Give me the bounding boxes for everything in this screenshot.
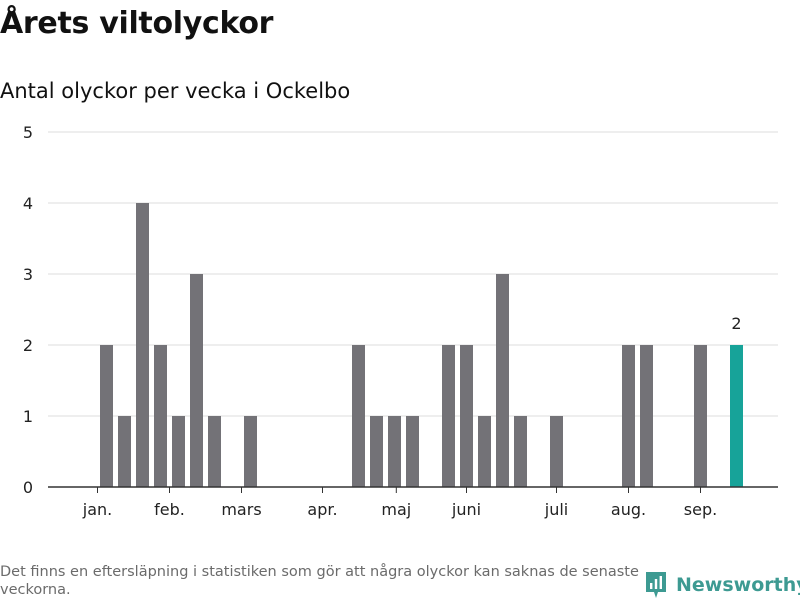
bar: [622, 345, 635, 487]
bar: [514, 416, 527, 487]
bar: [244, 416, 257, 487]
bar: [154, 345, 167, 487]
bar: [496, 274, 509, 487]
x-tick-label: feb.: [154, 500, 185, 519]
bar: [460, 345, 473, 487]
y-tick-label: 5: [23, 123, 33, 142]
bar: [190, 274, 203, 487]
y-tick-label: 4: [23, 194, 33, 213]
bar: [136, 203, 149, 487]
chart-title: Årets viltolyckor: [0, 6, 274, 41]
y-tick-label: 3: [23, 265, 33, 284]
chart-subtitle: Antal olyckor per vecka i Ockelbo: [0, 79, 351, 103]
bar: [550, 416, 563, 487]
bar: [208, 416, 221, 487]
x-tick-label: sep.: [684, 500, 717, 519]
x-tick-label: aug.: [611, 500, 646, 519]
bar: [172, 416, 185, 487]
x-tick-label: jan.: [82, 500, 112, 519]
data-label: 2: [731, 314, 741, 333]
bar: [406, 416, 419, 487]
bar: [640, 345, 653, 487]
bar: [478, 416, 491, 487]
bar: [694, 345, 707, 487]
x-tick-label: juli: [544, 500, 568, 519]
y-tick-label: 2: [23, 336, 33, 355]
x-tick-label: juni: [451, 500, 481, 519]
newsworthy-logo-icon: [646, 572, 666, 598]
y-tick-label: 1: [23, 407, 33, 426]
brand-logo: Newsworthy: [644, 570, 800, 600]
footnote: Det finns en eftersläpning i statistiken…: [0, 564, 639, 598]
bar: [388, 416, 401, 487]
bar: [100, 345, 113, 487]
x-tick-label: apr.: [307, 500, 337, 519]
bar: [442, 345, 455, 487]
bar: [118, 416, 131, 487]
bar: [352, 345, 365, 487]
brand-name: Newsworthy: [676, 574, 800, 596]
x-tick-label: maj: [381, 500, 411, 519]
highlighted-bar: [730, 345, 743, 487]
bar-chart: 0 1 2 3 4 5 2 jan. feb. mars apr. maj juni juli aug. se…: [23, 123, 778, 519]
y-tick-label: 0: [23, 478, 33, 497]
bar: [370, 416, 383, 487]
x-tick-label: mars: [221, 500, 261, 519]
